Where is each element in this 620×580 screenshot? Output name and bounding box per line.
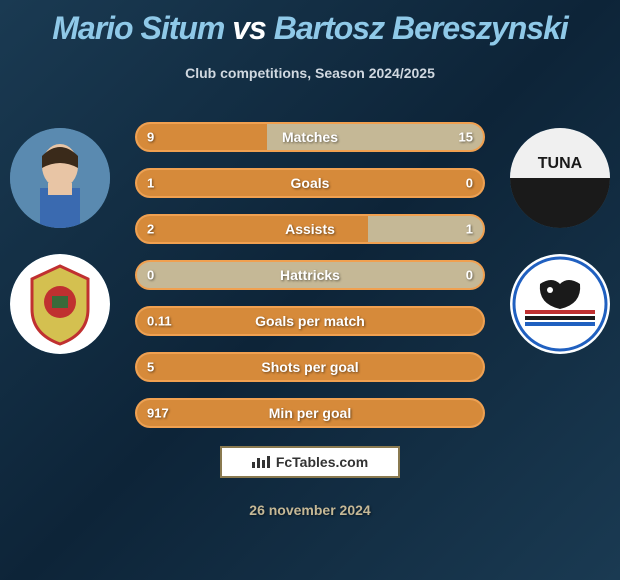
stat-label: Shots per goal [261,359,358,375]
stat-value-left: 1 [147,176,154,191]
stat-bar: Min per goal [135,398,485,428]
stat-value-left: 9 [147,130,154,145]
stat-row: Assists 2 1 [135,214,485,244]
stat-label: Assists [285,221,335,237]
stat-label: Hattricks [280,267,340,283]
stat-value-right: 0 [466,176,473,191]
stats-container: Matches915Goals10Assists21Hattricks00Goa… [135,122,485,444]
player1-name: Mario Situm [52,10,224,46]
stat-bar: Assists [135,214,485,244]
stat-label: Min per goal [269,405,351,421]
right-avatars: TUNA [510,128,610,354]
stat-bar: Shots per goal [135,352,485,382]
player1-avatar [10,128,110,228]
stat-label: Goals [291,175,330,191]
player2-name: Bartosz Bereszynski [274,10,568,46]
stat-value-right: 15 [459,130,473,145]
stat-row: Min per goal 917 [135,398,485,428]
fctables-logo: FcTables.com [220,446,400,478]
date-text: 26 november 2024 [249,502,370,518]
stat-value-right: 1 [466,222,473,237]
stat-value-left: 2 [147,222,154,237]
stat-label: Goals per match [255,313,365,329]
left-avatars [10,128,110,354]
stat-bar: Matches [135,122,485,152]
player2-team-badge [510,254,610,354]
stat-bar: Hattricks [135,260,485,290]
stat-row: Hattricks 0 0 [135,260,485,290]
stat-row: Matches 9 15 [135,122,485,152]
stat-bar: Goals [135,168,485,198]
stat-row: Shots per goal 5 [135,352,485,382]
player2-avatar: TUNA [510,128,610,228]
player1-team-badge [10,254,110,354]
stat-bar: Goals per match [135,306,485,336]
subtitle: Club competitions, Season 2024/2025 [0,65,620,81]
stat-value-left: 0 [147,268,154,283]
stat-value-left: 5 [147,360,154,375]
comparison-title: Mario Situm vs Bartosz Bereszynski [0,0,620,47]
stat-value-left: 917 [147,406,169,421]
stat-value-right: 0 [466,268,473,283]
stat-row: Goals 1 0 [135,168,485,198]
logo-bars-icon [252,456,270,468]
svg-text:TUNA: TUNA [538,155,583,172]
vs-text: vs [232,10,266,46]
stat-label: Matches [282,129,338,145]
logo-text: FcTables.com [276,454,368,470]
stat-row: Goals per match 0.11 [135,306,485,336]
stat-fill-left [137,124,267,150]
stat-value-left: 0.11 [147,314,172,329]
